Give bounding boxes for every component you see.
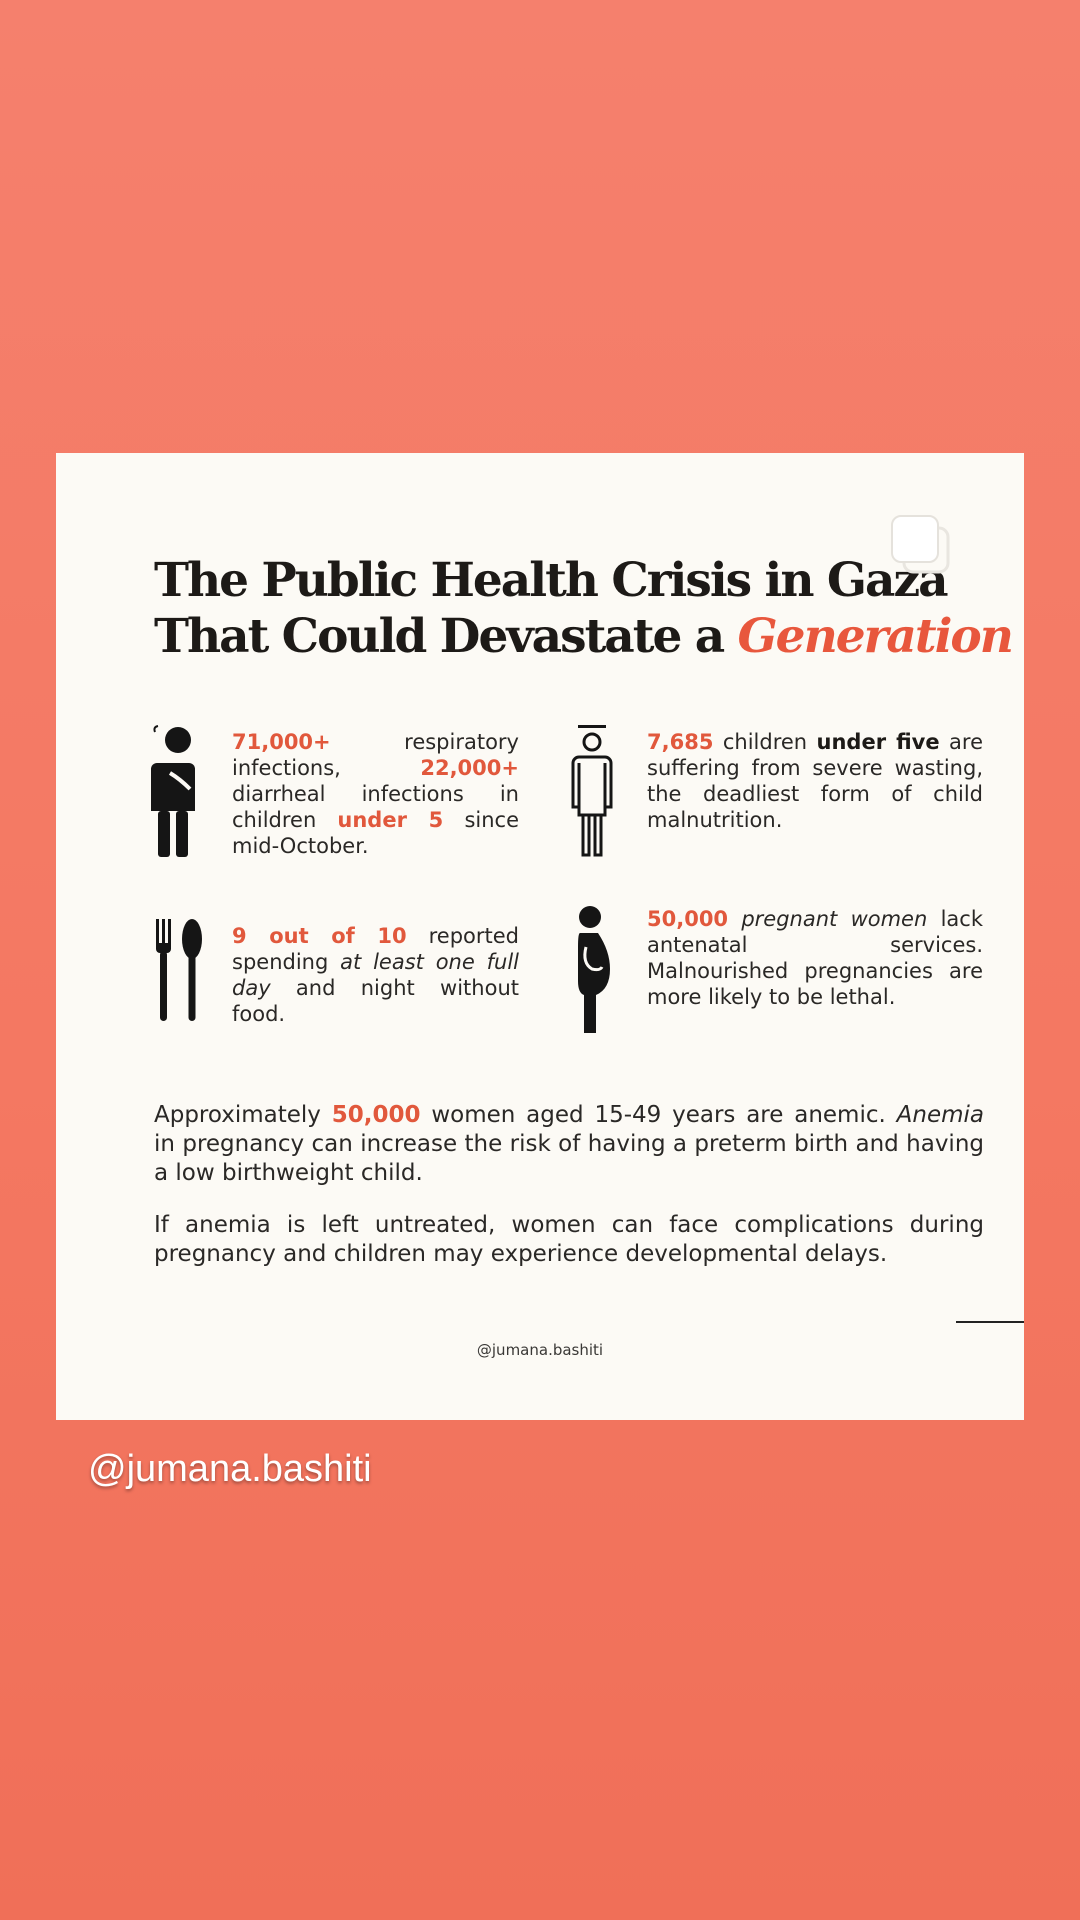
stat-food-text-2: and night without food. (232, 976, 519, 1026)
title-accent-word: Generation (737, 609, 1014, 664)
stat-respiratory-infections: 71,000+ respiratory infections, 22,000+ … (232, 729, 519, 859)
stat-food-italic: at least one full day (232, 950, 519, 1000)
stat-wasting-text-1: children (713, 730, 817, 754)
stat-food-number: 9 out of 10 (232, 924, 407, 948)
title-line-2-text: That Could Devastate a (154, 609, 738, 664)
stat-wasting-text-2: are suffering from severe wasting, the d… (647, 730, 984, 832)
pregnant-woman-icon (578, 906, 610, 1033)
sick-child-icon (151, 725, 195, 857)
stat-respiratory-text-1: respiratory infections, (232, 730, 519, 780)
stat-food-insecurity: 9 out of 10 reported spending at least o… (232, 923, 519, 1027)
stat-pregnant-text: lack antenatal services. Malnourished pr… (647, 907, 984, 1009)
stat-child-wasting: 7,685 children under five are suffering … (647, 729, 983, 833)
paragraph-anemia: Approximately 50,000 women aged 15-49 ye… (154, 1101, 984, 1188)
title-line-1: The Public Health Crisis in Gaza (154, 553, 949, 608)
stat-pregnant-italic: pregnant women (728, 907, 928, 931)
stat-pregnant-women: 50,000 pregnant women lack antenatal ser… (647, 906, 983, 1010)
fork-spoon-icon (156, 919, 202, 1021)
infographic-title: The Public Health Crisis in Gaza That Co… (154, 553, 1014, 665)
title-line-2: That Could Devastate a Generation (154, 609, 1014, 665)
child-wasting-icon (571, 725, 613, 857)
card-divider (956, 1321, 1024, 1323)
stat-respiratory-number: 71,000+ (232, 730, 331, 754)
stat-wasting-number: 7,685 (647, 730, 714, 754)
paragraph-untreated-anemia: If anemia is left untreated, women can f… (154, 1212, 984, 1267)
anemia-text-2: women aged 15-49 years are anemic. (420, 1102, 897, 1128)
stat-under-five-bold: under five (816, 730, 940, 754)
stat-respiratory-text-2: diarrheal infections in children (232, 782, 519, 832)
story-mention-sticker[interactable]: @jumana.bashiti (88, 1448, 372, 1490)
card-author-handle: @jumana.bashiti (476, 1341, 604, 1359)
stat-respiratory-text-3: since mid-October. (232, 808, 519, 858)
anemia-number: 50,000 (331, 1102, 421, 1128)
stat-pregnant-number: 50,000 (647, 907, 729, 931)
stat-under5-highlight: under 5 (337, 808, 444, 832)
infographic-card: The Public Health Crisis in Gaza That Co… (56, 453, 1024, 1420)
anemia-italic: Anemia (896, 1102, 984, 1128)
stat-food-text-1: reported spending (232, 924, 519, 974)
anemia-text-3: in pregnancy can increase the risk of ha… (154, 1131, 984, 1186)
stat-diarrheal-number: 22,000+ (420, 756, 519, 780)
anemia-text-1: Approximately (154, 1102, 332, 1128)
copy-icon[interactable] (886, 510, 956, 580)
